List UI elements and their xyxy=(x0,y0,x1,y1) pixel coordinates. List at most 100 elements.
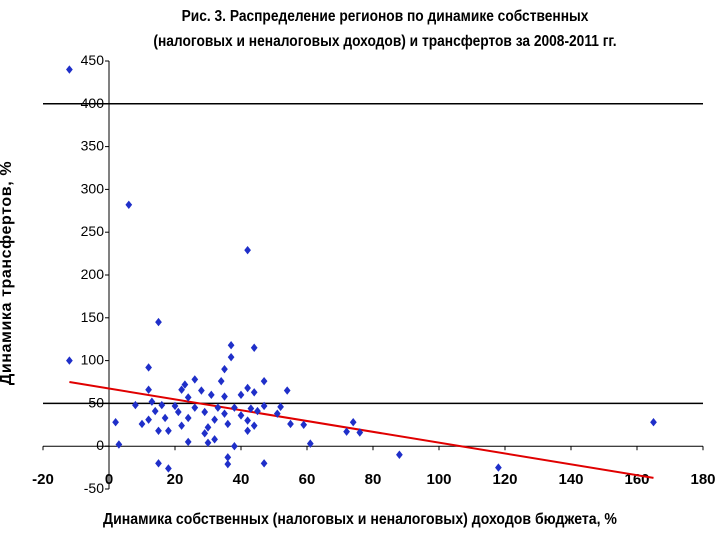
chart-title-line-2: (налоговых и неналоговых доходов) и тран… xyxy=(153,33,617,50)
data-point xyxy=(148,397,156,406)
data-point xyxy=(247,404,255,413)
data-point xyxy=(254,406,261,416)
data-point xyxy=(204,423,212,432)
x-tick-label: 140 xyxy=(558,471,583,488)
y-tick-label: 250 xyxy=(81,223,105,239)
data-point xyxy=(138,419,146,429)
data-point xyxy=(201,407,209,417)
x-tick-label: 180 xyxy=(690,471,715,488)
data-point xyxy=(145,385,152,394)
data-point xyxy=(214,403,222,412)
data-point xyxy=(231,403,238,412)
data-point xyxy=(244,426,251,435)
data-point xyxy=(260,376,268,386)
data-point xyxy=(217,376,225,386)
data-point xyxy=(244,416,251,425)
data-point xyxy=(66,65,73,74)
data-point xyxy=(250,343,258,352)
y-tick-label: 300 xyxy=(81,180,105,196)
data-point xyxy=(250,388,258,397)
y-tick-label: 350 xyxy=(81,138,105,154)
y-tick-label: -50 xyxy=(84,480,104,496)
data-point xyxy=(356,428,364,437)
data-point xyxy=(161,413,169,423)
data-point xyxy=(349,418,357,427)
data-point xyxy=(244,245,251,255)
data-point xyxy=(260,459,268,468)
y-tick-label: 50 xyxy=(88,394,104,410)
data-point xyxy=(181,380,189,389)
data-point xyxy=(201,429,209,438)
x-axis-label: Динамика собственных (налоговых и ненало… xyxy=(103,511,617,528)
x-tick-label: 120 xyxy=(492,471,517,488)
data-point xyxy=(155,426,162,435)
data-point xyxy=(184,437,192,447)
data-point xyxy=(283,386,291,395)
data-point xyxy=(132,400,139,410)
data-point xyxy=(184,393,192,402)
data-point xyxy=(224,419,232,429)
y-tick-label: 100 xyxy=(81,352,105,368)
data-point xyxy=(178,385,185,394)
data-point xyxy=(306,439,314,448)
data-point xyxy=(112,418,119,427)
x-tick-label: 0 xyxy=(105,471,113,488)
data-point xyxy=(178,421,185,430)
x-tick-label: 80 xyxy=(365,471,382,488)
data-point xyxy=(158,400,166,410)
x-tick-label: -20 xyxy=(32,471,54,488)
x-tick-label: 100 xyxy=(426,471,451,488)
data-point xyxy=(221,364,228,374)
x-tick-label: 20 xyxy=(167,471,184,488)
data-point xyxy=(287,419,294,429)
x-tick-label: 60 xyxy=(299,471,316,488)
data-point xyxy=(224,453,232,462)
data-point xyxy=(221,392,228,401)
data-point xyxy=(211,415,218,424)
data-point xyxy=(198,386,205,395)
x-tick-label: 40 xyxy=(233,471,250,488)
data-point xyxy=(237,390,245,400)
data-point xyxy=(207,390,215,400)
data-point xyxy=(165,426,172,435)
data-point xyxy=(151,406,159,416)
y-tick-label: 150 xyxy=(81,309,105,325)
data-point xyxy=(171,401,179,411)
data-point xyxy=(495,463,502,472)
data-point xyxy=(155,459,162,468)
data-point xyxy=(191,375,199,384)
data-point xyxy=(115,440,123,449)
y-tick-label: 450 xyxy=(81,52,105,68)
data-point xyxy=(396,450,403,459)
data-point xyxy=(231,442,238,451)
data-point xyxy=(145,415,152,424)
data-point xyxy=(260,401,268,411)
y-tick-label: 0 xyxy=(96,437,104,453)
data-point xyxy=(250,421,258,430)
data-point xyxy=(66,356,73,365)
data-point xyxy=(145,363,152,372)
data-point xyxy=(224,459,232,469)
data-point xyxy=(125,200,133,210)
data-point xyxy=(343,427,350,436)
data-point xyxy=(277,402,284,412)
y-tick-label: 200 xyxy=(81,266,105,282)
data-point xyxy=(204,438,212,447)
data-point xyxy=(174,407,182,417)
data-point xyxy=(273,409,281,418)
data-point xyxy=(227,352,235,362)
data-point xyxy=(165,464,172,473)
data-point xyxy=(650,418,657,427)
chart-title-line-1: Рис. 3. Распределение регионов по динами… xyxy=(181,8,589,25)
y-axis-label: Динамика трансфертов, % xyxy=(0,161,15,386)
trend-line xyxy=(69,381,654,479)
data-point xyxy=(300,420,308,429)
data-point xyxy=(237,411,245,420)
data-point xyxy=(191,403,199,412)
data-point xyxy=(155,317,162,327)
y-tick-label: 400 xyxy=(81,95,105,111)
data-point xyxy=(227,340,235,350)
data-point xyxy=(221,409,228,418)
